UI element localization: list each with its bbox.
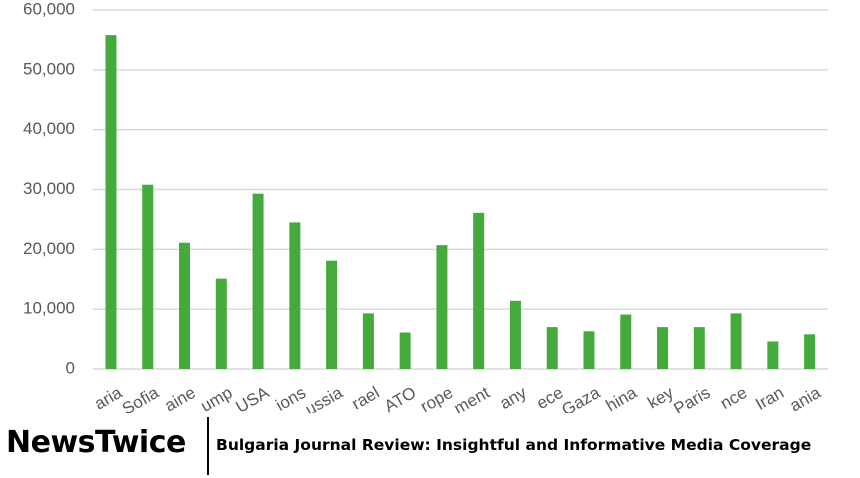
x-tick-label: aria bbox=[91, 383, 126, 413]
x-tick-label: any bbox=[496, 383, 530, 413]
y-tick-label: 20,000 bbox=[23, 239, 75, 258]
bar bbox=[767, 341, 779, 369]
bar bbox=[436, 245, 448, 369]
y-tick-label: 30,000 bbox=[23, 179, 75, 198]
x-tick-label: ussia bbox=[302, 383, 346, 413]
bar bbox=[620, 314, 632, 369]
x-tick-label: key bbox=[644, 383, 677, 413]
separator bbox=[207, 417, 209, 475]
x-tick-label: rope bbox=[417, 383, 456, 413]
bar bbox=[657, 327, 669, 369]
bar bbox=[473, 212, 485, 369]
x-tick-label: rael bbox=[349, 383, 383, 413]
bar bbox=[546, 327, 558, 369]
x-tick-label: Sofia bbox=[119, 383, 163, 413]
bar bbox=[252, 193, 264, 369]
x-tick-label: ment bbox=[451, 383, 493, 413]
x-tick-label: aine bbox=[161, 383, 198, 413]
x-tick-label: USA bbox=[233, 383, 273, 413]
x-tick-label: nce bbox=[717, 383, 750, 413]
x-tick-label: hina bbox=[603, 383, 641, 413]
banner: NewsTwice Bulgaria Journal Review: Insig… bbox=[0, 413, 860, 478]
y-tick-label: 60,000 bbox=[23, 0, 75, 18]
y-tick-label: 0 bbox=[66, 358, 75, 377]
chart: 0 10,000 20,000 30,000 40,000 50,000 60,000 ari… bbox=[23, 0, 828, 413]
x-tick-label: ump bbox=[197, 383, 235, 413]
y-tick-label: 50,000 bbox=[23, 59, 75, 78]
tagline: Bulgaria Journal Review: Insightful and … bbox=[216, 436, 812, 454]
bar bbox=[289, 222, 301, 369]
bar bbox=[105, 35, 117, 369]
bar bbox=[215, 278, 227, 369]
x-tick-label: ions bbox=[273, 383, 310, 413]
x-tick-label: ania bbox=[787, 383, 825, 413]
x-tick-label: Paris bbox=[671, 383, 714, 413]
x-tick-label: ATO bbox=[381, 383, 419, 413]
x-tick-label: Iran bbox=[752, 383, 787, 413]
y-tick-label: 40,000 bbox=[23, 119, 75, 138]
bar bbox=[583, 331, 595, 369]
bar bbox=[362, 313, 374, 369]
bar bbox=[179, 242, 191, 369]
bar bbox=[730, 313, 742, 369]
bar bbox=[693, 327, 705, 369]
brand: NewsTwice bbox=[6, 425, 186, 460]
bar bbox=[326, 260, 338, 369]
bar bbox=[142, 184, 154, 369]
bar bbox=[804, 334, 816, 369]
y-tick-label: 10,000 bbox=[23, 299, 75, 318]
bar bbox=[399, 332, 411, 369]
bar bbox=[509, 300, 521, 369]
